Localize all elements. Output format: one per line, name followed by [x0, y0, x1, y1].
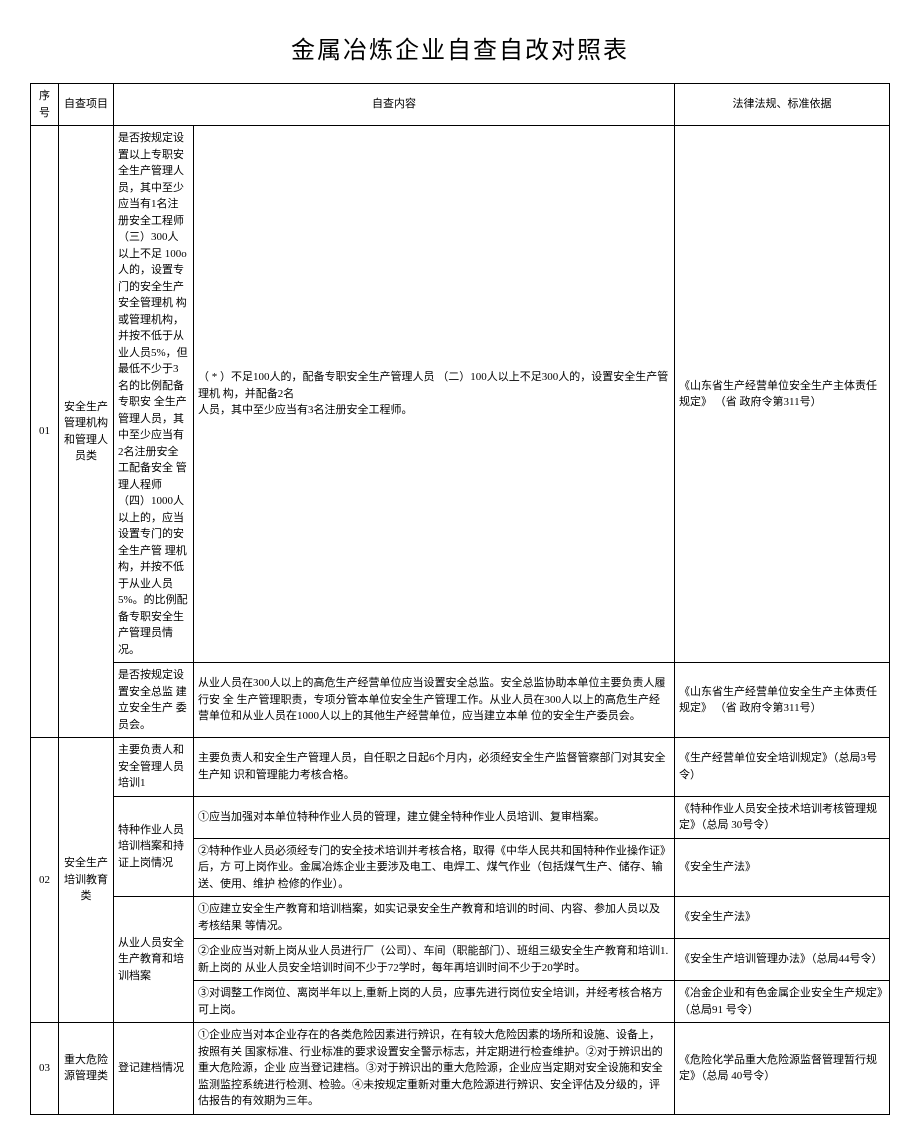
law-02-3a: 《安全生产法》	[675, 897, 890, 939]
content-01-2: 从业人员在300人以上的高危生产经营单位应当设置安全总监。安全总监协助本单位主要…	[194, 663, 675, 738]
inspection-table: 序号 自查项目 自查内容 法律法规、标准依据 01 安全生产 管理机构 和管理人…	[30, 83, 890, 1115]
content-03-1: ①企业应当对本企业存在的各类危险因素进行辨识，在有较大危险因素的场所和设施、设备…	[194, 1023, 675, 1115]
content-02-1: 主要负责人和安全生产管理人员，自任职之日起6个月内，必须经安全生产监督管察部门对…	[194, 738, 675, 797]
proj-02: 安全生产 培训教育 类	[59, 738, 114, 1023]
header-seq: 序号	[31, 84, 59, 126]
law-02-1: 《生产经营单位安全培训规定》（总局3号令）	[675, 738, 890, 797]
law-02-2a: 《特种作业人员安全技术培训考核管理规定》（总局 30号令）	[675, 796, 890, 838]
sub-02-2: 特种作业人员 培训档案和持 证上岗情况	[114, 796, 194, 897]
proj-03: 重大危险 源管理类	[59, 1023, 114, 1115]
header-content: 自查内容	[114, 84, 675, 126]
content-02-3a: ①应建立安全生产教育和培训档案，如实记录安全生产教育和培训的时间、内容、参加人员…	[194, 897, 675, 939]
content-02-2a: ①应当加强对本单位特种作业人员的管理，建立健全特种作业人员培训、复审档案。	[194, 796, 675, 838]
header-law: 法律法规、标准依据	[675, 84, 890, 126]
law-01-2: 《山东省生产经营单位安全生产主体责任规定》 （省 政府令第311号）	[675, 663, 890, 738]
content-01-1b: 人员，其中至少应当有3名注册安全工程师。	[198, 404, 413, 416]
header-proj: 自查项目	[59, 84, 114, 126]
sub-01-1: 是否按规定设 置以上专职安全生产管理人员，其中至少应当有1名注册安全工程师 （三…	[114, 126, 194, 663]
law-03-1: 《危险化学品重大危险源监督管理暂行规定》（总局 40号令）	[675, 1023, 890, 1115]
law-02-3b: 《安全生产培训管理办法》（总局44号令）	[675, 939, 890, 981]
law-02-3c: 《冶金企业和有色金属企业安全生产规定》（总局91 号令）	[675, 981, 890, 1023]
page-title: 金属冶炼企业自查自改对照表	[30, 30, 890, 65]
sub-03-1: 登记建档情况	[114, 1023, 194, 1115]
seq-02: 02	[31, 738, 59, 1023]
content-02-2b: ②特种作业人员必须经专门的安全技术培训并考核合格，取得《中华人民共和国特种作业操…	[194, 838, 675, 897]
content-02-3c: ③对调整工作岗位、离岗半年以上,重新上岗的人员，应事先进行岗位安全培训，并经考核…	[194, 981, 675, 1023]
proj-01: 安全生产 管理机构 和管理人 员类	[59, 126, 114, 738]
sub-02-3: 从业人员安全 生产教育和培 训档案	[114, 897, 194, 1023]
sub-01-2: 是否按规定设 置安全总监 建立安全生产 委员会。	[114, 663, 194, 738]
law-02-2b: 《安全生产法》	[675, 838, 890, 897]
sub-02-1: 主要负责人和 安全管理人员 培训1	[114, 738, 194, 797]
seq-01: 01	[31, 126, 59, 738]
content-01-1a: （ * ）不足100人的，配备专职安全生产管理人员 （二）100人以上不足300…	[198, 371, 668, 400]
law-01-1: 《山东省生产经营单位安全生产主体责任规定》 （省 政府令第311号）	[675, 126, 890, 663]
content-02-3b: ②企业应当对新上岗从业人员进行厂（公司）、车间（职能部门）、班组三级安全生产教育…	[194, 939, 675, 981]
seq-03: 03	[31, 1023, 59, 1115]
content-01-1: （ * ）不足100人的，配备专职安全生产管理人员 （二）100人以上不足300…	[194, 126, 675, 663]
